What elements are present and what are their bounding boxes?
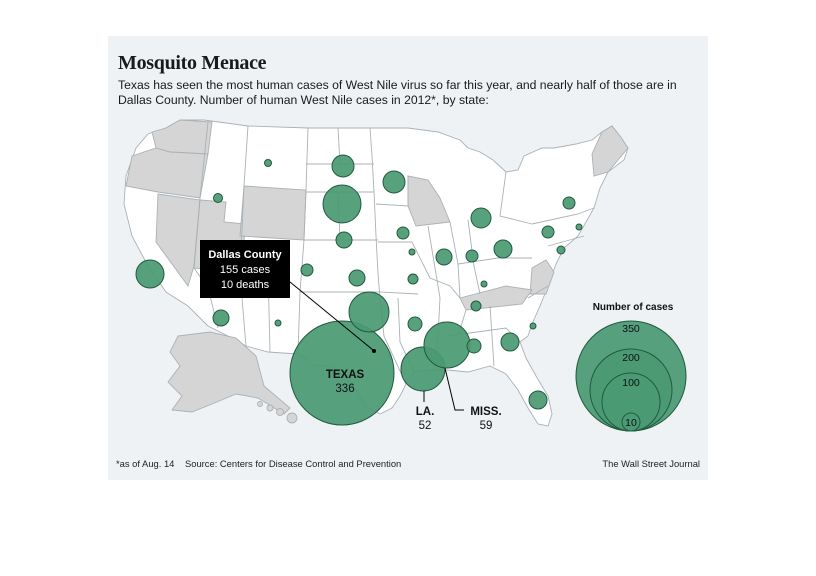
label-la-value: 52 [419, 420, 432, 432]
subtitle: Texas has seen the most human cases of W… [118, 78, 677, 107]
legend-title: Number of cases [593, 302, 674, 313]
callout-box [200, 240, 290, 298]
credit: The Wall Street Journal [602, 458, 700, 469]
bubble-nebraska [335, 231, 353, 249]
legend-circle-10 [621, 412, 641, 432]
bubble-tennessee [470, 300, 482, 312]
us-map: Dallas County 155 cases 10 deaths TEXAS … [123, 119, 687, 432]
bubble-oklahoma [348, 291, 390, 333]
infographic-card: Dallas County 155 cases 10 deaths TEXAS … [108, 36, 708, 480]
bubble-michigan [470, 207, 492, 229]
bubble-minnesota [382, 170, 406, 194]
state-nevada [155, 193, 201, 287]
state-wyoming [239, 185, 307, 241]
label-texas-name: TEXAS [326, 369, 365, 381]
state-oregon [125, 147, 209, 199]
label-la-name: LA. [416, 406, 435, 418]
bubble-new-york [562, 196, 576, 210]
bubble-new-mexico [274, 319, 282, 327]
bubble-illinois [435, 248, 453, 266]
state-bubbles [135, 154, 583, 426]
legend-label-350: 350 [622, 323, 640, 335]
bubble-arkansas [407, 316, 423, 332]
bubble-maryland [556, 245, 566, 255]
bubble-virginia [480, 280, 488, 288]
callout-leader-line [289, 281, 374, 351]
bubble-kansas [348, 269, 366, 287]
state-northeast [591, 125, 629, 177]
bubble-colorado [300, 263, 314, 277]
headline: Mosquito Menace [118, 52, 267, 74]
state-alaska [167, 331, 291, 415]
dallas-dot [372, 349, 376, 353]
bubble-texas [289, 320, 395, 426]
label-texas-value: 336 [335, 383, 354, 395]
source: Source: Centers for Disease Control and … [185, 458, 402, 469]
callout-region: Dallas County [208, 249, 282, 261]
bubble-iowa [396, 226, 410, 240]
legend-label-100: 100 [622, 377, 640, 389]
footnote-row: *as of Aug. 14 Source: Centers for Disea… [116, 458, 409, 469]
bubble-mississippi [423, 321, 471, 369]
label-miss-value: 59 [480, 420, 493, 432]
leader-miss [444, 367, 464, 411]
bubble-south-dakota [322, 184, 362, 224]
footnote: *as of Aug. 14 [116, 458, 175, 469]
bubble-north-dakota [331, 154, 355, 178]
legend-label-10: 10 [625, 417, 637, 429]
callout-cases: 155 cases [220, 264, 271, 276]
bubble-missouri [407, 273, 419, 285]
bubble-california [135, 259, 165, 289]
bubble-montana [264, 159, 272, 167]
bubble-idaho [213, 193, 223, 203]
bubble-florida [528, 390, 548, 410]
state-washington [151, 119, 213, 155]
bubble-arizona [212, 309, 230, 327]
bubble-indiana [465, 249, 479, 263]
legend: Number of cases 350 200 100 10 [575, 302, 687, 432]
bubble-ohio [493, 239, 513, 259]
label-miss-name: MISS. [470, 406, 501, 418]
bubble-north-carolina [408, 248, 416, 256]
bubble-pennsylvania [541, 225, 555, 239]
callout-deaths: 10 deaths [221, 279, 270, 291]
bubble-georgia [500, 332, 520, 352]
legend-label-200: 200 [622, 352, 640, 364]
bubble-alabama [466, 338, 482, 354]
state-hawaii [257, 401, 298, 424]
bubble-south-carolina [529, 322, 537, 330]
bubble-new-jersey [575, 223, 583, 231]
